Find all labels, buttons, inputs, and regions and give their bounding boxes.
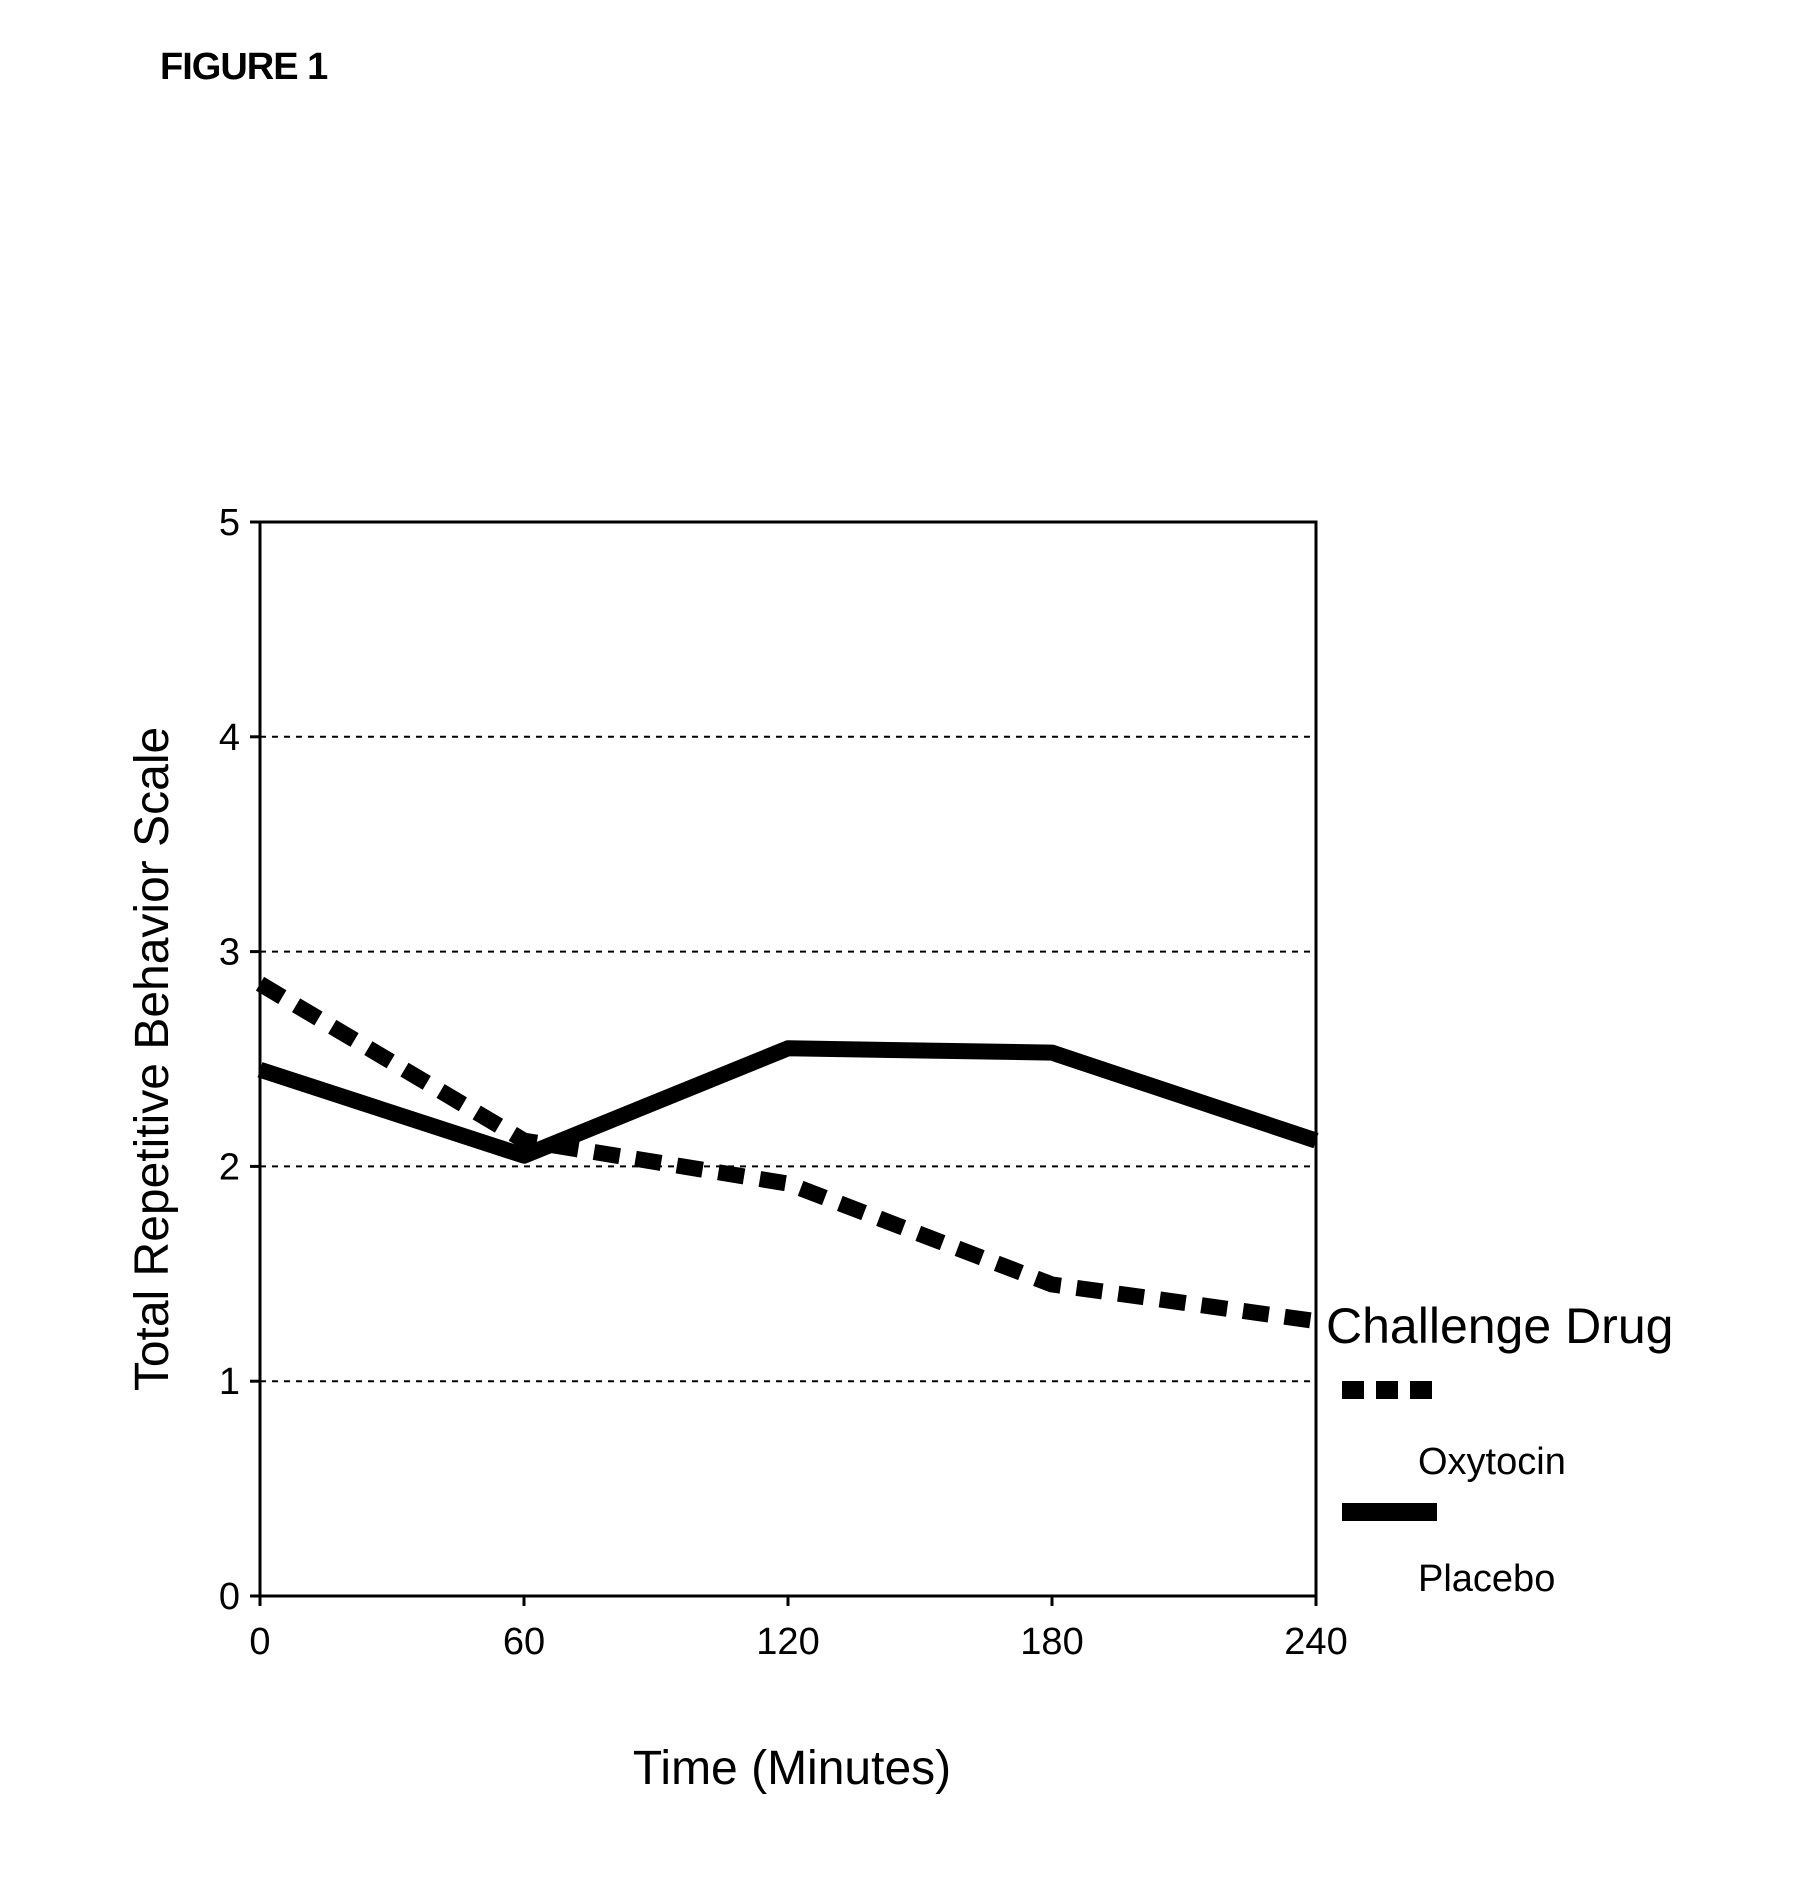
data-point-placebo-180 [1049,1050,1055,1056]
x-tick-label-120: 120 [756,1621,819,1663]
series-lines [257,981,1319,1324]
legend-label-oxytocin: Oxytocin [1418,1441,1566,1483]
data-point-placebo-60 [521,1153,527,1159]
data-point-oxytocin-60 [521,1138,527,1144]
line-chart: 0 1 2 3 4 5 0 60 120 180 240 Total Repetitive Beha… [0,0,1807,1890]
legend-title: Challenge Drug [1326,1298,1673,1354]
y-tick-label-0: 0 [219,1576,240,1618]
data-point-placebo-0 [257,1067,263,1073]
x-tick-label-240: 240 [1284,1621,1347,1663]
series-line-oxytocin [260,984,1316,1321]
y-tick-label-1: 1 [219,1361,240,1403]
x-tick-label-60: 60 [503,1621,545,1663]
y-tick-label-3: 3 [219,932,240,974]
plot-area-frame [260,522,1316,1596]
y-tick-label-4: 4 [219,717,240,759]
data-point-oxytocin-180 [1049,1282,1055,1288]
series-line-placebo [260,1048,1316,1155]
legend-label-placebo: Placebo [1418,1558,1555,1600]
data-point-oxytocin-240 [1313,1318,1319,1324]
x-axis-title: Time (Minutes) [633,1742,951,1795]
x-tick-label-180: 180 [1020,1621,1083,1663]
axis-ticks: 0 1 2 3 4 5 0 60 120 180 240 [219,502,1348,1663]
grid-lines [260,737,1316,1381]
y-tick-label-2: 2 [219,1146,240,1188]
data-point-placebo-240 [1313,1138,1319,1144]
data-point-placebo-120 [785,1045,791,1051]
data-point-oxytocin-0 [257,981,263,987]
y-axis-title: Total Repetitive Behavior Scale [126,727,179,1391]
data-point-oxytocin-120 [785,1181,791,1187]
x-tick-label-0: 0 [249,1621,270,1663]
legend: Challenge Drug Oxytocin Placebo [1326,1298,1673,1600]
y-tick-label-5: 5 [219,502,240,544]
